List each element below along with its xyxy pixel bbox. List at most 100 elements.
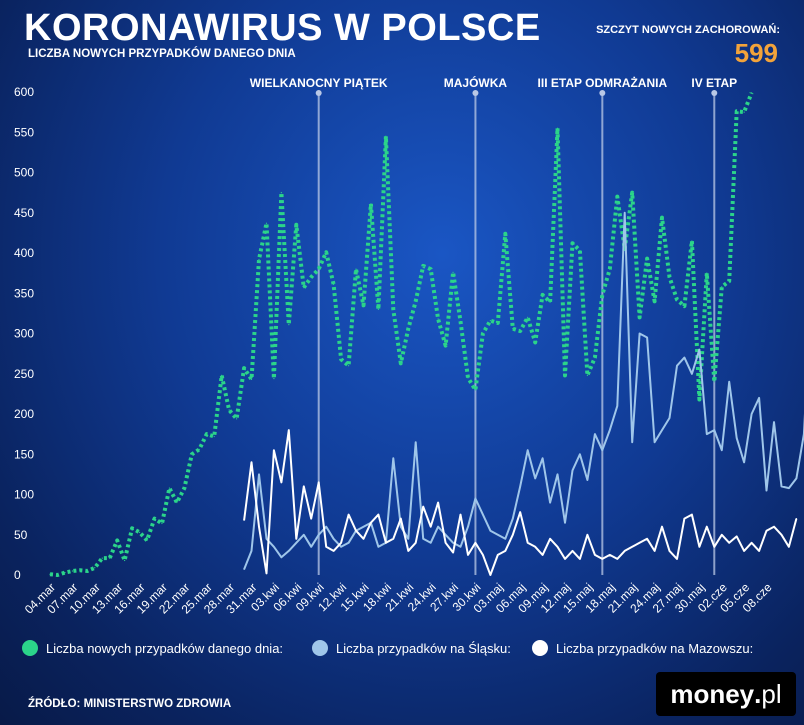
- data-point: [795, 518, 797, 520]
- data-point: [489, 574, 491, 576]
- data-point: [534, 477, 536, 479]
- data-point: [101, 557, 103, 559]
- series-1: [243, 211, 804, 570]
- data-point: [467, 554, 469, 556]
- data-point: [586, 534, 589, 536]
- data-point: [258, 526, 260, 528]
- annotation-marker: [315, 90, 322, 96]
- data-point: [444, 344, 447, 347]
- data-point: [86, 570, 88, 572]
- data-point: [624, 212, 626, 214]
- data-point: [698, 349, 700, 351]
- data-point: [370, 203, 372, 205]
- data-point: [385, 542, 387, 544]
- data-point: [310, 276, 312, 278]
- data-point: [176, 501, 178, 504]
- data-point: [571, 550, 574, 552]
- data-point: [407, 328, 409, 330]
- y-tick-label: 400: [14, 246, 34, 260]
- series-layer: [49, 92, 804, 577]
- data-point: [765, 489, 768, 492]
- data-point: [728, 542, 730, 544]
- data-point: [683, 305, 686, 307]
- data-point: [758, 550, 760, 552]
- data-point: [653, 441, 656, 443]
- data-point: [721, 449, 723, 451]
- data-point: [400, 518, 402, 520]
- data-point: [228, 409, 230, 411]
- data-point: [564, 374, 566, 376]
- data-point: [721, 534, 723, 536]
- data-point: [288, 324, 290, 326]
- annotation-label: III ETAP ODMRAŻANIA: [538, 75, 668, 90]
- data-point: [422, 265, 424, 267]
- data-point: [415, 300, 417, 302]
- data-point: [340, 546, 342, 548]
- data-point: [736, 437, 738, 439]
- data-point: [564, 558, 566, 560]
- data-point: [295, 538, 297, 540]
- data-point: [124, 559, 126, 562]
- data-point: [683, 357, 686, 359]
- series-0: [49, 92, 754, 577]
- data-point: [459, 320, 462, 323]
- logo-dot: .: [754, 678, 762, 709]
- data-point: [661, 526, 663, 528]
- data-point: [706, 272, 708, 274]
- data-point: [318, 268, 320, 270]
- data-point: [430, 542, 432, 544]
- data-point: [698, 398, 700, 401]
- data-point: [601, 558, 603, 560]
- brand-logo[interactable]: money. pl: [656, 672, 796, 716]
- data-point: [691, 514, 693, 516]
- data-point: [459, 514, 462, 516]
- data-point: [676, 558, 678, 560]
- data-point: [295, 542, 297, 544]
- data-point: [616, 405, 618, 407]
- data-point: [347, 514, 350, 516]
- data-point: [310, 546, 312, 548]
- y-tick-label: 300: [14, 327, 34, 341]
- legend-dot-total-icon: [22, 640, 38, 656]
- data-point: [407, 538, 409, 540]
- data-point: [713, 381, 715, 383]
- data-point: [295, 224, 297, 226]
- data-point: [400, 526, 402, 528]
- data-point: [94, 567, 96, 569]
- y-tick-label: 0: [14, 568, 21, 582]
- data-point: [639, 332, 641, 335]
- data-point: [168, 487, 171, 489]
- data-point: [437, 501, 439, 504]
- data-point: [736, 110, 738, 112]
- data-point: [400, 362, 402, 364]
- data-point: [221, 374, 223, 376]
- data-point: [504, 538, 506, 540]
- data-point: [258, 473, 260, 475]
- data-point: [631, 441, 633, 443]
- legend-label-silesia: Liczba przypadków na Śląsku:: [336, 640, 511, 656]
- data-point: [668, 417, 671, 419]
- data-point: [362, 304, 365, 306]
- data-point: [661, 216, 663, 219]
- data-point: [198, 448, 200, 451]
- data-point: [265, 572, 268, 574]
- data-point: [586, 374, 589, 376]
- annotation-marker: [599, 90, 606, 96]
- data-point: [422, 538, 424, 540]
- data-point: [542, 294, 544, 296]
- logo-tld: pl: [761, 678, 782, 709]
- data-point: [444, 542, 447, 544]
- data-point: [71, 570, 73, 572]
- data-point: [280, 481, 282, 484]
- data-point: [512, 518, 514, 520]
- data-point: [728, 280, 730, 282]
- y-tick-label: 450: [14, 206, 34, 220]
- series-line: [49, 92, 754, 577]
- data-point: [430, 268, 432, 270]
- data-point: [333, 550, 335, 552]
- peak-label: SZCZYT NOWYCH ZACHOROWAŃ:: [596, 24, 780, 36]
- data-point: [243, 367, 245, 369]
- annotation-marker: [711, 90, 718, 96]
- data-point: [751, 542, 753, 544]
- legend-item-silesia: Liczba przypadków na Śląsku:: [312, 640, 511, 656]
